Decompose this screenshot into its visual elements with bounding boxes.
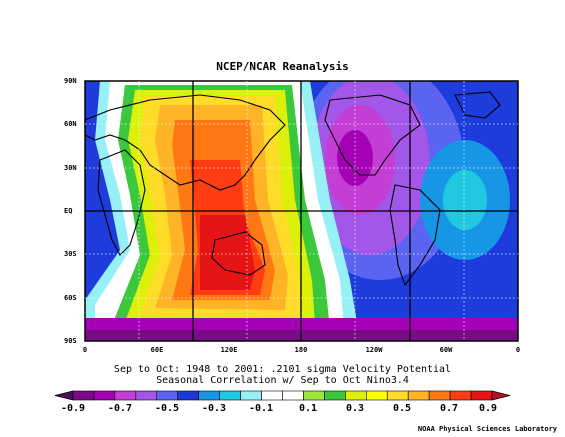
lat-label: 60N — [64, 120, 77, 128]
colorbar-swatch — [261, 390, 283, 401]
lon-label: 120E — [220, 346, 238, 354]
caption-line-2: Seasonal Correlation w/ Sep to Oct Nino3… — [156, 375, 409, 386]
minor-gridlines — [85, 81, 518, 341]
colorbar-swatch — [135, 390, 158, 401]
lat-label: 30N — [64, 164, 77, 172]
credit-text: NOAA Physical Sciences Laboratory — [417, 425, 557, 433]
colorbar-swatch — [177, 390, 200, 401]
colorbar-swatch — [72, 390, 95, 401]
colorbar-swatch — [324, 390, 346, 401]
colorbar-swatch — [156, 390, 179, 401]
lon-label: 180 — [294, 346, 308, 354]
colorbar-label: 0.5 — [392, 403, 412, 414]
colorbar-label: -0.9 — [60, 403, 86, 414]
colorbar-label: 0.3 — [345, 403, 365, 414]
colorbar-swatch — [470, 390, 493, 401]
lon-label: 120W — [365, 346, 383, 354]
colorbar-swatch — [428, 390, 451, 401]
lon-label: 60E — [150, 346, 164, 354]
colorbar-swatch — [449, 390, 472, 401]
colorbar-max-arrow — [491, 390, 511, 401]
colorbar-swatch — [386, 390, 409, 401]
colorbar-swatch — [365, 390, 388, 401]
plot-title: NCEP/NCAR Reanalysis — [216, 60, 349, 73]
colorbar-swatch — [114, 390, 137, 401]
colorbar-min-arrow — [54, 390, 74, 401]
lon-label: 60W — [439, 346, 453, 354]
colorbar-label: -0.5 — [154, 403, 180, 414]
lat-label: 90S — [64, 337, 77, 345]
lat-label: 30S — [64, 250, 77, 258]
colorbar-swatch — [93, 390, 116, 401]
colorbar-swatch — [303, 390, 325, 401]
caption-line-1: Sep to Oct: 1948 to 2001: .2101 sigma Ve… — [113, 364, 452, 375]
colorbar-swatch — [198, 390, 220, 401]
colorbar-swatch — [282, 390, 304, 401]
colorbar-swatch — [345, 390, 367, 401]
lon-label: 0 — [82, 346, 88, 354]
continent-outlines — [85, 91, 501, 287]
colorbar-label: -0.1 — [248, 403, 274, 414]
lat-label: 90N — [64, 77, 77, 85]
colorbar-label: 0.1 — [298, 403, 318, 414]
colorbar-label: 0.7 — [439, 403, 459, 414]
colorbar-label: -0.7 — [107, 403, 133, 414]
lat-label: 60S — [64, 294, 77, 302]
lat-label: EQ — [64, 207, 73, 215]
colorbar-swatch — [407, 390, 430, 401]
lon-label: 0 — [515, 346, 521, 354]
colorbar-label: -0.3 — [201, 403, 227, 414]
colorbar-label: 0.9 — [478, 403, 498, 414]
colorbar-swatch — [240, 390, 262, 401]
colorbar-swatch — [219, 390, 241, 401]
